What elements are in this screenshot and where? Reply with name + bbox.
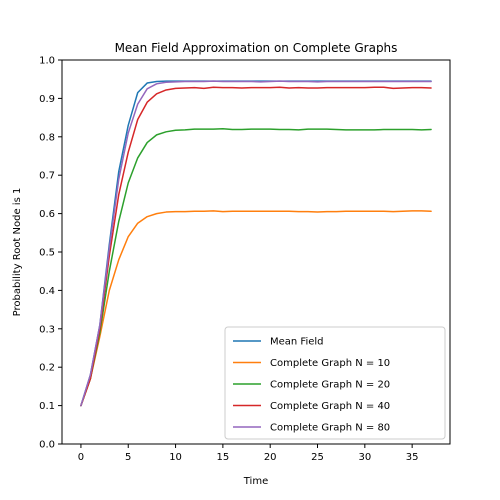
y-tick-label: 0.1 [39, 401, 55, 412]
y-tick-label: 0.9 [39, 94, 55, 105]
series-line-2 [80, 210, 432, 407]
plot-area [61, 59, 451, 445]
legend-entry-label: Mean Field [270, 337, 324, 348]
y-tick-label: 0.2 [39, 363, 55, 374]
legend-entry-label: Complete Graph N = 10 [270, 358, 390, 369]
legend: Mean Field Complete Graph N = 10 Complete … [224, 326, 446, 440]
series-line-3 [80, 127, 432, 407]
legend-entry-label: Complete Graph N = 20 [270, 380, 390, 391]
y-tick-label: 1.0 [39, 56, 55, 67]
y-axis-label: Probability Root Node is 1 [12, 188, 23, 317]
legend-frame [224, 326, 446, 440]
y-tick-label: 0.6 [39, 209, 55, 220]
legend-entry-label: Complete Graph N = 40 [270, 401, 390, 412]
x-tick-label: 25 [311, 452, 324, 463]
y-axis: 0.0 0.1 0.2 0.3 0.4 0.5 0.6 0.7 0.8 0.9 1.0 [39, 56, 62, 451]
x-tick-label: 0 [78, 452, 84, 463]
x-tick-label: 5 [125, 452, 131, 463]
x-axis: 0 5 10 15 20 25 30 35 [78, 444, 419, 463]
y-tick-label: 0.3 [39, 324, 55, 335]
legend-entry-label: Complete Graph N = 80 [270, 423, 390, 434]
x-tick-label: 15 [217, 452, 230, 463]
x-tick-label: 10 [169, 452, 182, 463]
y-tick-label: 0.4 [39, 286, 55, 297]
y-tick-label: 0.0 [39, 440, 55, 451]
y-tick-label: 0.5 [39, 248, 55, 259]
x-axis-label: Time [243, 476, 268, 487]
y-tick-label: 0.8 [39, 132, 55, 143]
series-group [80, 80, 432, 407]
x-tick-label: 30 [358, 452, 371, 463]
y-tick-label: 0.7 [39, 171, 55, 182]
series-line-5 [80, 80, 432, 407]
chart-title: Mean Field Approximation on Complete Gra… [115, 41, 398, 55]
series-line-4 [80, 86, 432, 407]
x-tick-label: 20 [264, 452, 277, 463]
x-tick-label: 35 [406, 452, 419, 463]
